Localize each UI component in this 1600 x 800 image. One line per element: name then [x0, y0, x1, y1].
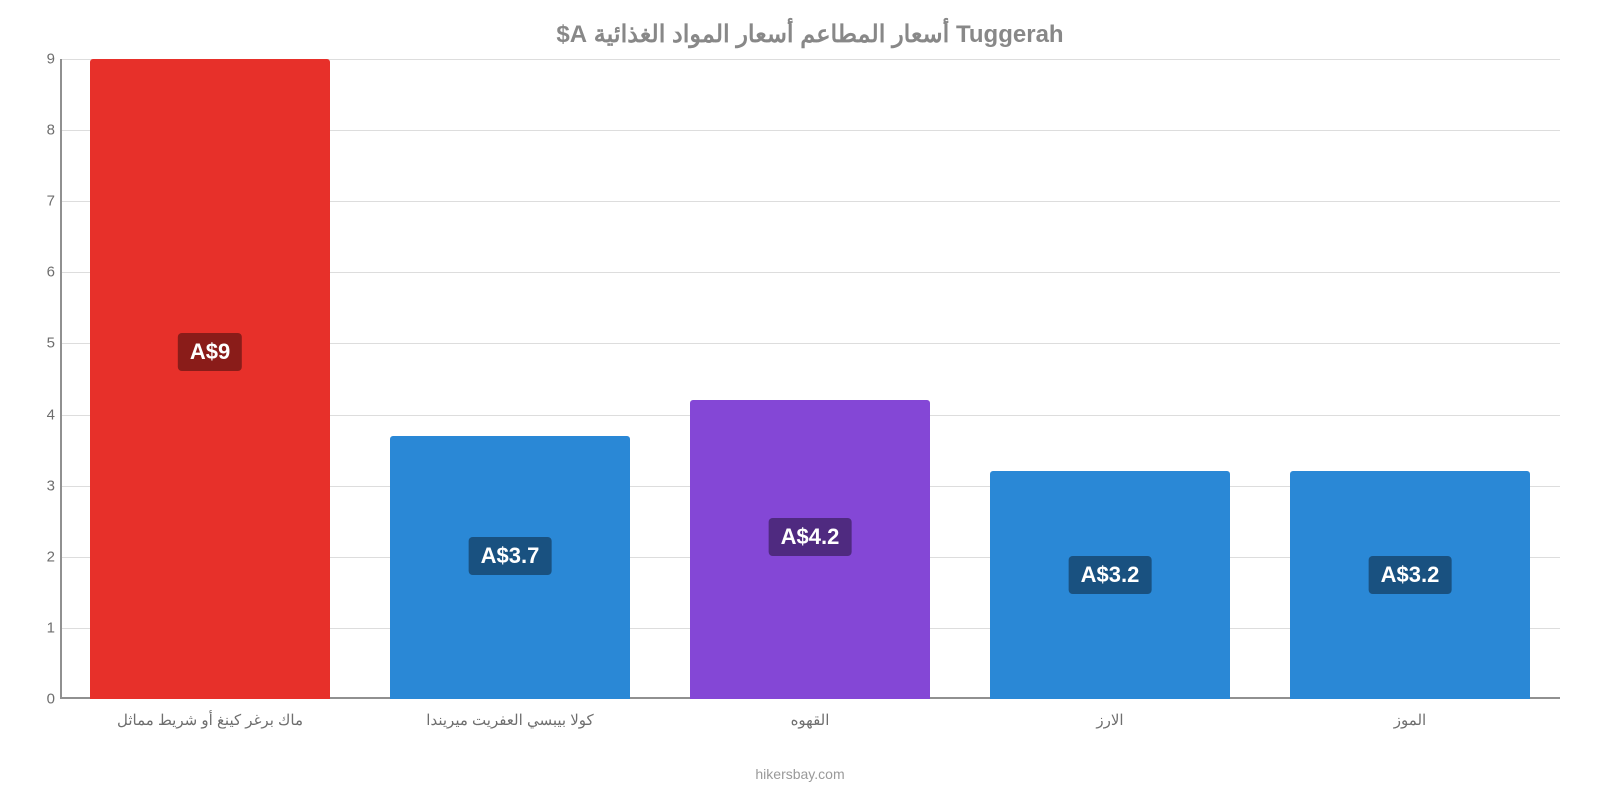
x-category-label: كولا بيبسي العفريت ميريندا — [360, 711, 660, 729]
bar-value-label: A$3.2 — [1069, 556, 1152, 594]
bars-container: A$9 A$3.7 A$4.2 A$3.2 A$3.2 — [60, 59, 1560, 699]
y-tick: 9 — [25, 51, 55, 68]
x-category-label: ماك برغر كينغ أو شريط مماثل — [60, 711, 360, 729]
bar-slot: A$4.2 — [660, 59, 960, 699]
y-tick: 0 — [25, 691, 55, 708]
bar-slot: A$3.7 — [360, 59, 660, 699]
source-label: hikersbay.com — [0, 766, 1600, 782]
y-tick: 6 — [25, 264, 55, 281]
y-tick: 2 — [25, 548, 55, 565]
plot-area: 0123456789 A$9A$3.7A$4.2A$3.2A$3.2 ماك ب… — [60, 59, 1560, 699]
x-category-label: الموز — [1260, 711, 1560, 729]
x-axis-labels: ماك برغر كينغ أو شريط مماثلكولا بيبسي ال… — [60, 711, 1560, 729]
y-tick: 3 — [25, 477, 55, 494]
y-tick: 8 — [25, 122, 55, 139]
bar-slot: A$3.2 — [1260, 59, 1560, 699]
y-axis: 0123456789 — [25, 59, 55, 699]
bar-slot: A$9 — [60, 59, 360, 699]
x-category-label: الارز — [960, 711, 1260, 729]
bar — [90, 59, 330, 699]
bar-value-label: A$3.2 — [1369, 556, 1452, 594]
y-tick: 1 — [25, 619, 55, 636]
y-tick: 4 — [25, 406, 55, 423]
price-chart: Tuggerah أسعار المطاعم أسعار المواد الغذ… — [0, 0, 1600, 800]
bar-slot: A$3.2 — [960, 59, 1260, 699]
x-category-label: القهوه — [660, 711, 960, 729]
chart-title: Tuggerah أسعار المطاعم أسعار المواد الغذ… — [60, 20, 1560, 49]
bar-value-label: A$9 — [178, 333, 242, 371]
y-tick: 5 — [25, 335, 55, 352]
bar-value-label: A$4.2 — [769, 518, 852, 556]
bar-value-label: A$3.7 — [469, 537, 552, 575]
y-tick: 7 — [25, 193, 55, 210]
